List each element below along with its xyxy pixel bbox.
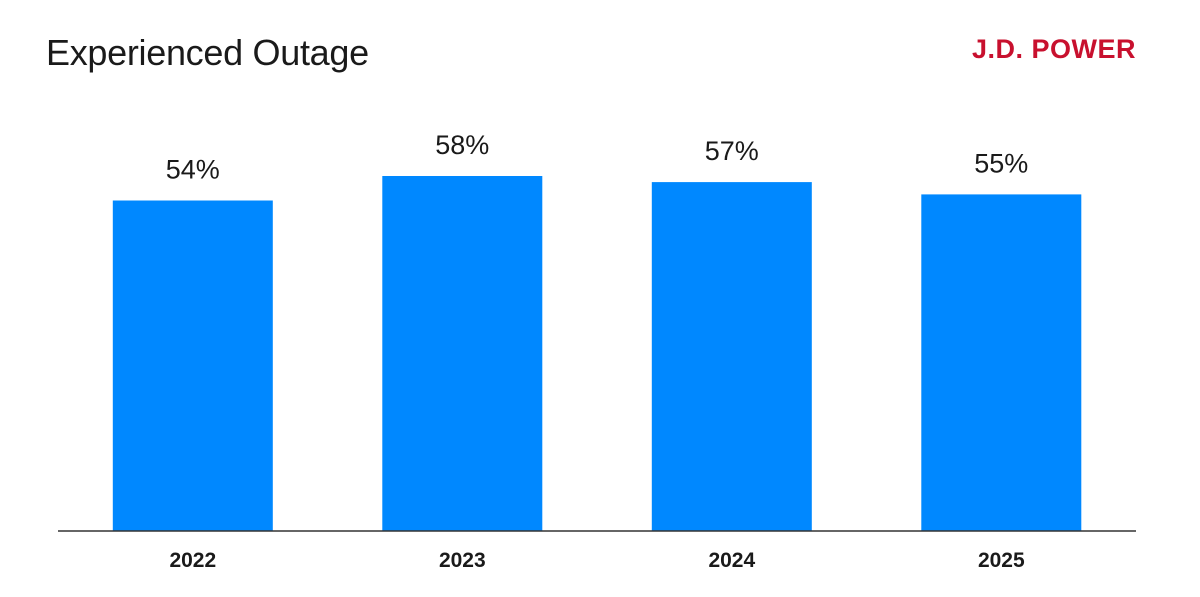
data-label-2023: 58% [435,130,489,160]
x-tick-labels-group: 2022 2023 2024 2025 [169,549,1025,572]
x-tick-label-2024: 2024 [708,549,755,572]
x-tick-label-2022: 2022 [169,549,216,572]
data-labels-group: 54% 58% 57% 55% [166,130,1029,185]
x-tick-label-2025: 2025 [978,549,1025,572]
data-label-2024: 57% [705,136,759,166]
chart-title: Experienced Outage [46,32,369,73]
data-label-2025: 55% [974,148,1028,178]
bar-2025 [921,194,1082,531]
bar-2024 [651,182,812,531]
brand-logo: J.D. POWER [971,34,1136,64]
data-label-2022: 54% [166,155,220,185]
bars-group [112,176,1082,531]
bar-2023 [382,176,543,531]
x-tick-label-2023: 2023 [439,549,486,572]
bar-2022 [112,200,273,531]
